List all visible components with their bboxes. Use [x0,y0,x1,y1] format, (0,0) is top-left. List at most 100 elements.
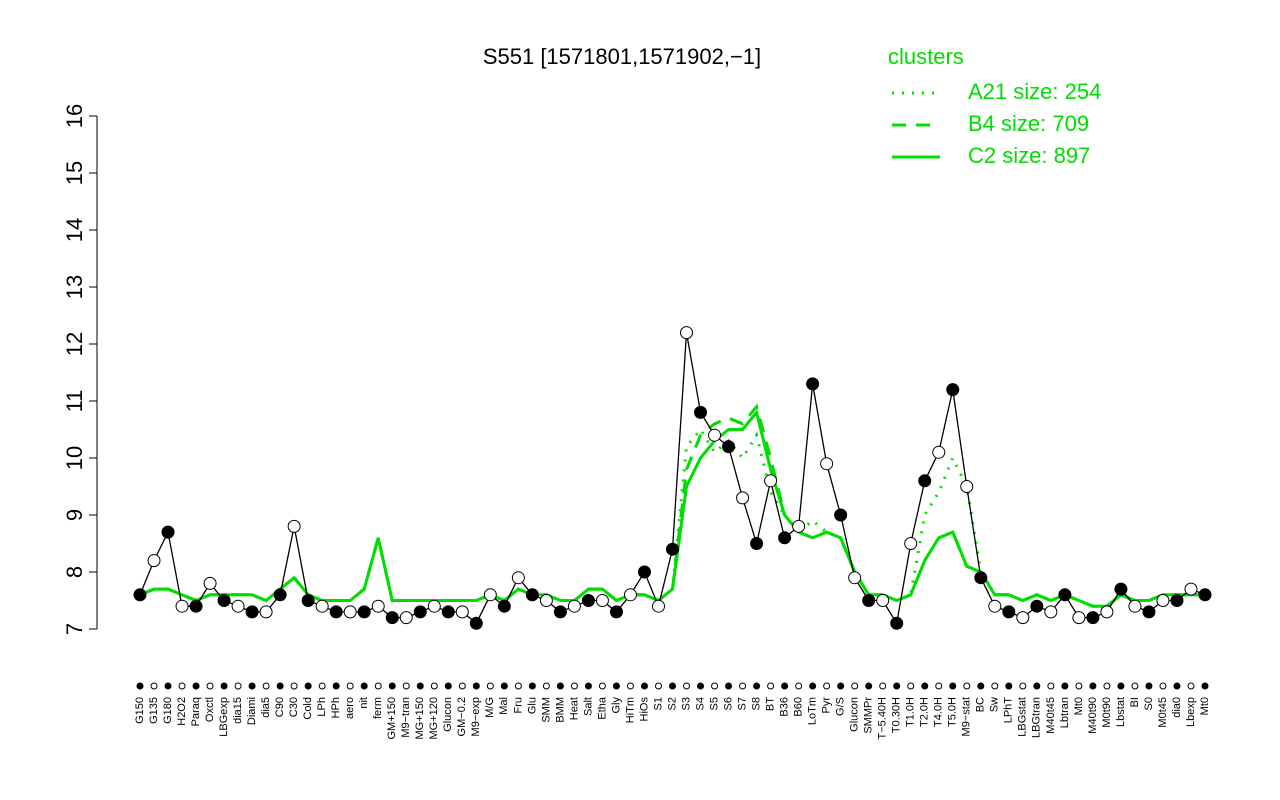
x-marker [893,682,901,690]
data-point [666,542,679,556]
x-tick-label: S3 [680,697,692,710]
data-point [862,594,876,607]
data-point [876,594,890,607]
x-marker [248,682,256,690]
x-tick-label: Cold [302,697,314,720]
data-point [147,554,161,568]
x-marker [963,682,971,690]
x-marker [570,682,578,690]
data-point [259,605,273,619]
x-tick-label: Glucon [442,697,454,732]
x-tick-label: Salt [582,697,594,716]
x-marker [178,682,186,690]
x-tick-label: S1 [652,697,664,710]
x-marker [416,682,424,690]
x-tick-label: Mt0 [1073,697,1085,715]
x-marker [346,682,354,690]
x-marker [907,682,915,690]
data-point [1086,611,1100,625]
x-tick-label: Mal [498,697,510,715]
data-point [525,588,539,602]
x-tick-label: M40t45 [1045,697,1057,734]
x-tick-label: S7 [736,697,748,710]
y-tick-label: 7 [62,623,87,635]
x-marker [1117,682,1125,690]
data-point [133,588,147,602]
data-point [1114,582,1128,596]
x-tick-label: Oxctl [204,697,216,722]
data-point [455,605,469,619]
data-point [609,605,623,619]
data-point [764,474,778,488]
x-tick-label: Fru [512,697,524,714]
data-point [974,571,988,585]
data-point [357,605,371,619]
x-tick-label: C30 [288,697,300,717]
chart-title: S551 [1571801,1571902,−1] [483,44,761,69]
x-tick-label: Paraq [190,697,202,726]
x-tick-label: B60 [793,697,805,717]
x-tick-label: LBGtran [1031,697,1043,738]
x-marker [220,682,228,690]
x-tick-label: Lbexp [1185,697,1197,727]
y-tick-label: 16 [62,104,87,128]
x-tick-label: T0.30H [891,697,903,733]
data-point [217,594,231,607]
data-point [469,616,483,630]
x-tick-label: HiOs [638,697,650,722]
data-point [1044,605,1058,619]
data-point [371,599,385,613]
x-tick-label: M40t90 [1087,697,1099,734]
x-tick-label: Sw [989,697,1001,712]
data-point [651,599,665,613]
x-tick-label: G180 [162,697,174,724]
x-tick-label: dia15 [232,697,244,724]
data-point [1170,594,1184,607]
x-marker [318,682,326,690]
x-marker [851,682,859,690]
x-tick-label: G/S [835,697,847,716]
data-point [385,611,399,625]
x-tick-label: Gly [610,697,622,714]
legend-label: C2 size: 897 [968,143,1090,168]
x-marker [626,682,634,690]
data-point [175,599,189,613]
x-tick-label: BT [764,697,776,711]
x-tick-label: G150 [134,697,146,724]
x-marker [711,682,719,690]
data-point [329,605,343,619]
x-marker [865,682,873,690]
x-marker [612,682,620,690]
x-tick-label: SMM [540,697,552,723]
data-point [301,594,315,607]
x-tick-label: GM−0.2 [456,697,468,736]
x-marker [556,682,564,690]
x-marker [430,682,438,690]
x-marker [444,682,452,690]
data-point [161,525,175,539]
x-marker [374,682,382,690]
x-marker [514,682,522,690]
x-tick-label: M9−exp [470,697,482,736]
data-point [1002,605,1016,619]
x-marker [725,682,733,690]
data-point [1072,611,1086,625]
x-marker [753,682,761,690]
x-marker [977,682,985,690]
x-marker [290,682,298,690]
x-marker [1005,682,1013,690]
x-tick-label: S8 [750,697,762,710]
x-marker [206,682,214,690]
x-marker [697,682,705,690]
data-point [581,594,595,607]
data-point [1100,605,1114,619]
y-tick-label: 10 [62,446,87,470]
x-marker [1103,682,1111,690]
x-tick-label: M0t90 [1101,697,1113,728]
x-marker [1201,682,1209,690]
data-point [273,588,287,602]
x-tick-label: Diami [246,697,258,725]
data-point [427,599,441,613]
x-marker [1187,682,1195,690]
